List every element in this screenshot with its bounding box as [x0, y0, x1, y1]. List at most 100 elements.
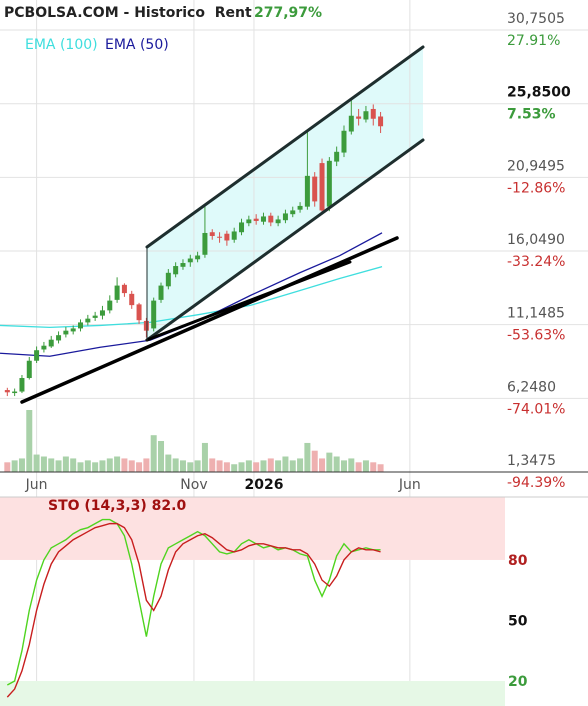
- candle-body: [370, 108, 376, 119]
- legend-entry: EMA (50): [105, 37, 169, 53]
- candle-body: [378, 116, 384, 127]
- candle-body: [48, 339, 54, 347]
- candle-body: [143, 320, 149, 331]
- channel-upper: [145, 45, 425, 249]
- y-tick-label: 6,2480: [507, 379, 556, 395]
- zone-band: [0, 680, 505, 706]
- volume-bar: [231, 464, 238, 472]
- volume-bar: [362, 460, 369, 472]
- volume-bar: [187, 462, 194, 472]
- volume-bar: [245, 460, 252, 472]
- volume-bar: [289, 460, 296, 472]
- volume-bar: [106, 458, 113, 472]
- x-tick-label: Jun: [398, 477, 421, 493]
- volume-bar: [40, 456, 47, 472]
- mark-layer: [0, 99, 384, 698]
- candle-body: [121, 284, 127, 294]
- volume-bar: [201, 442, 208, 472]
- candle-body: [158, 285, 164, 300]
- volume-bar: [179, 460, 186, 472]
- candle-body: [334, 151, 340, 162]
- candle-body: [129, 293, 135, 306]
- candle-body: [239, 222, 245, 233]
- candle-body: [319, 163, 325, 211]
- volume-bar: [55, 460, 62, 472]
- volume-bar: [121, 458, 128, 472]
- volume-bar: [77, 462, 84, 472]
- candle-body: [180, 263, 186, 267]
- volume-bar: [326, 452, 333, 472]
- candle-body: [348, 115, 354, 132]
- candle-body: [12, 391, 18, 394]
- candle-body: [195, 255, 201, 260]
- volume-bar: [282, 456, 289, 472]
- candle-body: [341, 130, 347, 153]
- candle-body: [136, 304, 142, 321]
- volume-bar: [92, 462, 99, 472]
- candle-body: [173, 266, 179, 275]
- volume-bar: [267, 458, 274, 472]
- y2-tick-label: -12.86%: [507, 180, 565, 196]
- chart-title: PCBOLSA.COM - Historico Rent: [4, 5, 252, 21]
- y-tick-label: 20,9495: [507, 158, 565, 174]
- candle-body: [92, 315, 98, 318]
- channel-fill: [147, 47, 423, 340]
- candle-body: [297, 205, 303, 210]
- candle-body: [217, 236, 223, 238]
- candle-body: [304, 175, 310, 207]
- volume-bar: [33, 454, 40, 472]
- x-tick-label: 2026: [244, 477, 283, 493]
- volume-bar: [4, 462, 11, 472]
- candle-body: [56, 335, 62, 341]
- candle-body: [246, 219, 252, 224]
- volume-bar: [297, 458, 304, 472]
- candle-body: [26, 360, 32, 379]
- y2-tick-label: -53.63%: [507, 328, 565, 344]
- candle-body: [99, 310, 105, 316]
- stoch-line: [6, 522, 381, 698]
- y2-tick-label: 27.91%: [507, 33, 560, 49]
- volume-bar: [128, 460, 135, 472]
- volume-bar: [114, 456, 121, 472]
- candle-body: [253, 218, 259, 221]
- y2-tick-label: -74.01%: [507, 401, 565, 417]
- volume-bar: [194, 460, 201, 472]
- volume-bar: [84, 460, 91, 472]
- candle-body: [41, 345, 47, 350]
- volume-bar: [348, 458, 355, 472]
- volume-bar: [172, 458, 179, 472]
- volume-bar: [319, 458, 326, 472]
- y-tick-label: 50: [508, 613, 528, 629]
- volume-bar: [355, 462, 362, 472]
- volume-bar: [209, 458, 216, 472]
- volume-bar: [165, 454, 172, 472]
- stoch-line: [6, 518, 381, 686]
- candle-body: [34, 350, 40, 361]
- volume-bar: [26, 410, 33, 472]
- candle-body: [260, 216, 266, 222]
- candle-body: [63, 330, 69, 335]
- y2-tick-label: 7.53%: [507, 107, 556, 123]
- candle-body: [70, 328, 76, 332]
- candle-body: [224, 233, 230, 241]
- candle-body: [268, 215, 274, 223]
- y-tick-label: 25,8500: [507, 85, 571, 101]
- legend-entry: EMA (100): [25, 37, 98, 53]
- support-line: [20, 236, 399, 404]
- volume-bar: [253, 462, 260, 472]
- volume-bar: [150, 435, 157, 472]
- title-value: 277,97%: [254, 5, 322, 21]
- volume-bar: [223, 462, 230, 472]
- volume-bar: [62, 456, 69, 472]
- volume-bar: [48, 458, 55, 472]
- candle-body: [107, 300, 113, 311]
- x-tick-label: Nov: [180, 477, 207, 493]
- y2-tick-label: -33.24%: [507, 254, 565, 270]
- volume-bar: [136, 462, 143, 472]
- channel-lower: [145, 138, 425, 342]
- volume-bar: [158, 441, 165, 472]
- candle-body: [363, 111, 369, 120]
- support-line-2: [145, 260, 352, 342]
